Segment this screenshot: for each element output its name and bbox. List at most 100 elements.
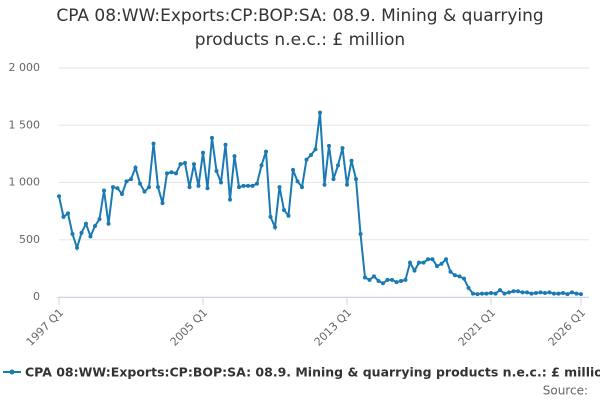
point <box>232 154 237 159</box>
point <box>363 275 367 280</box>
point <box>174 171 178 176</box>
point <box>511 289 516 294</box>
point <box>354 177 358 182</box>
point <box>214 169 219 174</box>
point <box>552 291 556 296</box>
point <box>489 290 493 295</box>
x-tick-label: 2026 Q1 <box>546 306 589 349</box>
chart-title: CPA 08:WW:Exports:CP:BOP:SA: 08.9. Minin… <box>56 6 544 50</box>
point <box>268 214 273 219</box>
point <box>435 264 439 269</box>
point <box>84 221 88 226</box>
point <box>102 188 106 193</box>
point <box>502 291 507 296</box>
point <box>295 179 300 184</box>
point <box>480 291 484 296</box>
point <box>439 261 444 266</box>
point <box>376 278 381 283</box>
point <box>529 291 534 296</box>
point <box>70 232 75 237</box>
point <box>178 162 183 167</box>
point <box>169 170 174 175</box>
point <box>57 194 61 199</box>
point <box>331 177 336 182</box>
point <box>66 211 70 216</box>
point <box>259 163 264 168</box>
point <box>430 257 435 262</box>
point <box>165 171 169 176</box>
point <box>79 230 84 235</box>
point <box>484 291 489 296</box>
point <box>561 290 565 295</box>
point <box>534 290 538 295</box>
point <box>88 234 93 239</box>
point <box>520 290 525 295</box>
point <box>183 161 187 166</box>
point <box>196 183 201 188</box>
point <box>187 185 192 190</box>
point <box>565 292 570 297</box>
point <box>273 225 277 230</box>
point <box>547 290 552 295</box>
y-tick-label: 0 <box>33 290 40 303</box>
point <box>556 291 561 296</box>
point <box>525 290 529 295</box>
point <box>403 277 408 282</box>
point <box>471 291 475 296</box>
point <box>246 183 250 188</box>
point <box>129 177 133 182</box>
point <box>399 278 403 283</box>
point <box>336 163 340 168</box>
x-tick-label: 2005 Q1 <box>168 306 211 349</box>
point <box>570 290 574 295</box>
point <box>201 150 205 155</box>
point <box>367 277 372 282</box>
point <box>498 288 502 293</box>
y-tick-label: 500 <box>19 233 40 246</box>
point <box>448 269 453 274</box>
point <box>160 201 165 206</box>
point <box>358 232 363 237</box>
point <box>444 257 448 262</box>
point <box>124 179 129 184</box>
point <box>453 273 457 278</box>
point <box>138 181 142 186</box>
point <box>106 221 111 226</box>
point <box>93 224 97 229</box>
point <box>381 281 385 286</box>
x-tick-label: 1997 Q1 <box>24 306 67 349</box>
point <box>466 285 471 290</box>
y-tick-label: 1 000 <box>9 176 41 189</box>
point <box>507 290 511 295</box>
point <box>133 165 138 170</box>
point <box>313 147 318 152</box>
y-tick-label: 2 000 <box>9 61 41 74</box>
point <box>264 149 268 154</box>
point <box>142 189 147 194</box>
point <box>97 217 102 222</box>
point <box>75 245 79 250</box>
point <box>304 157 309 162</box>
point <box>349 158 354 163</box>
point <box>237 185 241 190</box>
point <box>538 290 543 295</box>
point <box>543 290 547 295</box>
point <box>516 289 520 294</box>
point <box>412 268 417 273</box>
point <box>147 185 151 190</box>
x-tick-label: 2013 Q1 <box>312 306 355 349</box>
point <box>286 213 291 218</box>
point <box>457 274 462 279</box>
point <box>421 260 426 265</box>
source: Source: <box>543 384 588 398</box>
point <box>345 182 349 187</box>
legend-marker <box>9 369 15 375</box>
x-tick-label: 2021 Q1 <box>456 306 499 349</box>
line <box>58 112 582 296</box>
legend-label: CPA 08:WW:Exports:CP:BOP:SA: 08.9. Minin… <box>25 365 600 380</box>
point <box>385 277 390 282</box>
point <box>210 135 214 140</box>
point <box>318 110 322 115</box>
